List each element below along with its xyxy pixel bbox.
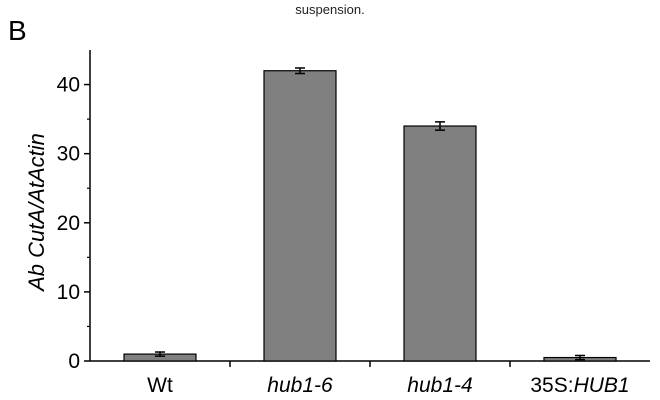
y-tick-label: 0 [68,350,80,373]
x-tick-label: hub1-6 [267,374,333,397]
plot-area: 0 10 20 30 40 Wt hub1-6 hub1-4 35S:HUB1 [57,50,650,397]
x-tick-label: 35S:HUB1 [530,374,629,397]
y-tick-label: 10 [57,281,80,304]
x-tick-label: hub1-4 [407,374,472,397]
y-tick-label: 40 [57,74,80,97]
caption-fragment: suspension. [295,2,364,17]
y-axis-label: Ab CutA/AtActin [24,133,49,293]
y-tick-label: 30 [57,143,80,166]
y-tick-label: 20 [57,212,80,235]
bar [263,70,337,362]
panel-label: B [8,15,27,46]
x-tick-label: Wt [147,374,173,397]
bar [403,125,477,362]
